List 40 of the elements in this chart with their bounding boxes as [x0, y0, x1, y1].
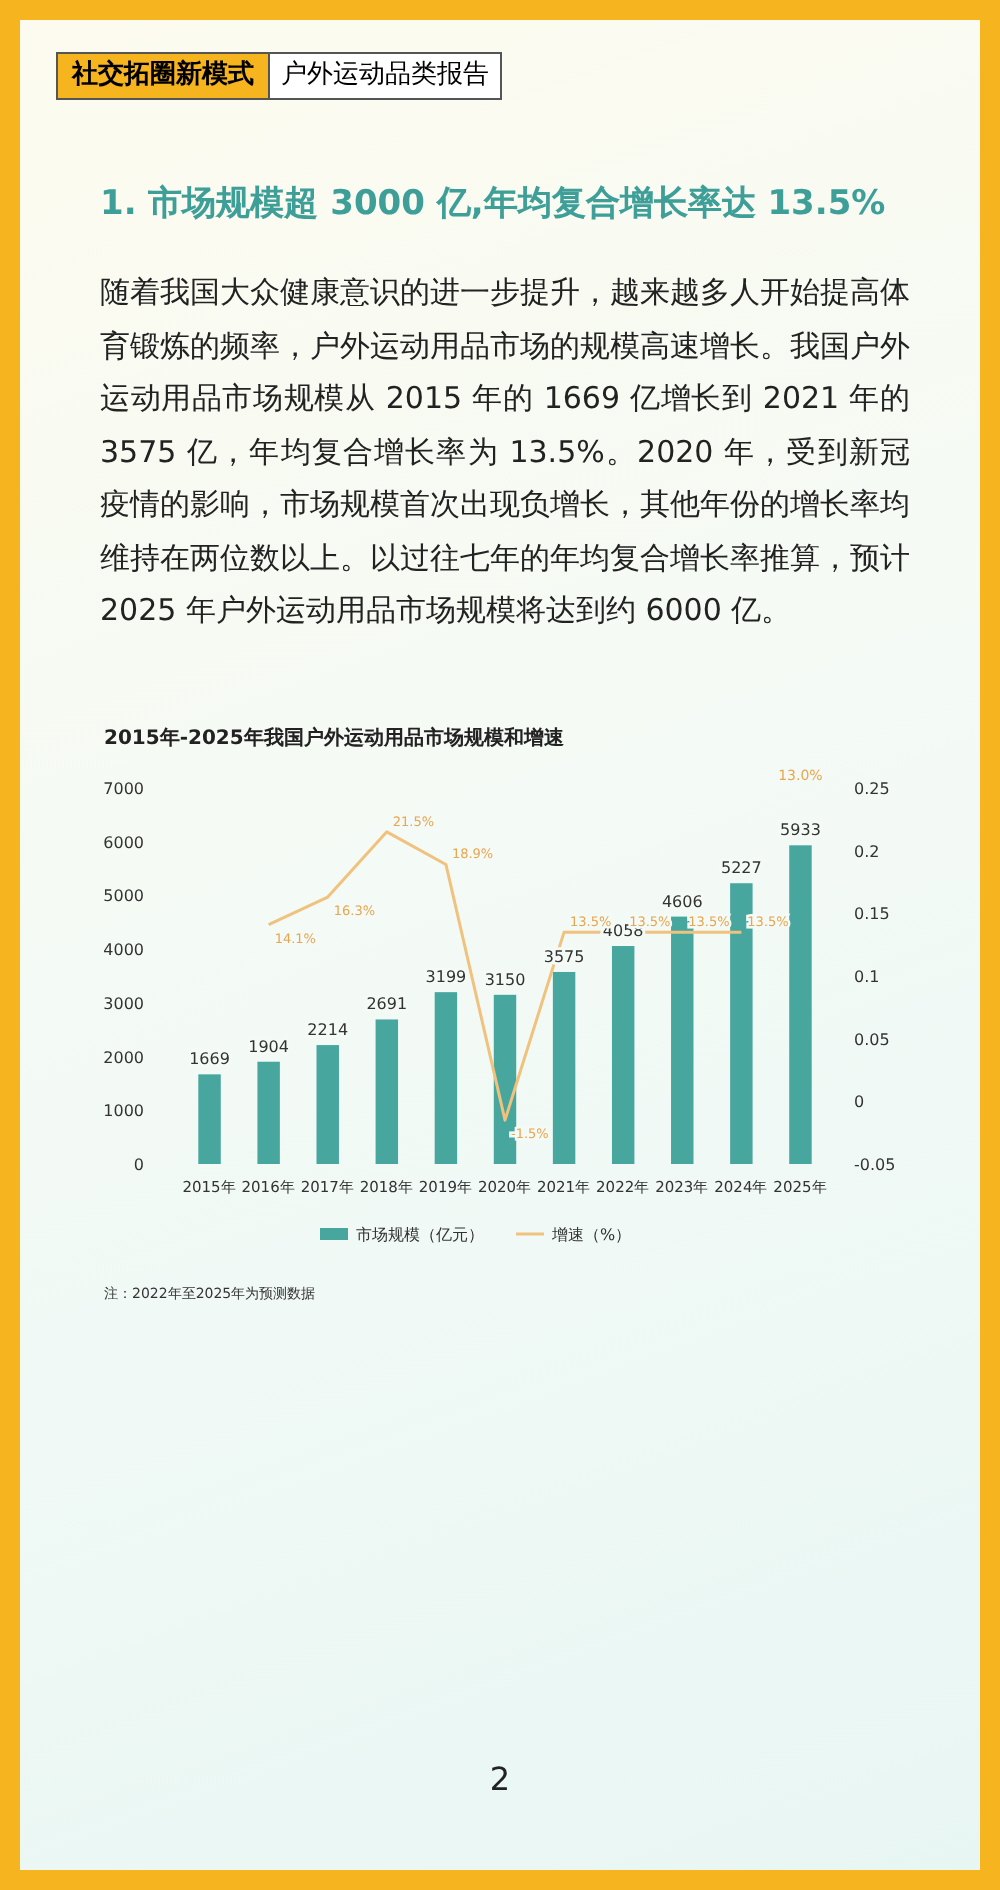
bar	[198, 1074, 221, 1164]
y2-tick-label: 0	[854, 1093, 865, 1112]
y-tick-label: 6000	[103, 833, 144, 852]
data-label: 1904	[248, 1037, 289, 1056]
y2-tick-label: 0.1	[854, 968, 880, 986]
text: 随着我国大众健康意识的进一步提升，越来越多人开始提高体育锻炼的频率，户外运动用品市场的规模高速增长。我国户外运动用品市场规模从 2015 年的 1669 亿增长到 2021 年的 3575 亿，年均复合增长率为 13.5%。2020 年，受到新冠疫情的影响，市场规模首次出现负增长，其他年份的增长率均维持在两位数以上。以过往七年的年均复合增长率推算，预计 2025 年户外运动用品市场规模将达到约 6000 亿。	[100, 272, 910, 632]
text: 社交拓圈新模式	[56, 52, 270, 100]
bar	[257, 1061, 280, 1164]
y2-tick-label: -0.05	[854, 1156, 896, 1174]
y-tick-label: 5000	[103, 887, 144, 906]
y2-tick-label: 0.25	[854, 780, 890, 798]
y-tick-label: 3000	[103, 994, 144, 1013]
data-label: 2691	[366, 995, 408, 1014]
bar	[611, 946, 635, 1164]
y-tick-label: 4000	[103, 941, 144, 960]
text: 2	[487, 1760, 513, 1798]
bar	[552, 971, 576, 1164]
legend-label: 增速（%）	[550, 1226, 632, 1244]
data-label: 5933	[780, 821, 821, 840]
y-tick-label: 2000	[103, 1048, 144, 1067]
text: 户外运动品类报告	[268, 52, 502, 100]
y-tick-label: 1000	[103, 1102, 144, 1121]
data-label: 4606	[661, 892, 703, 911]
data-label: 1669	[189, 1050, 230, 1069]
bar	[316, 1045, 339, 1164]
bar	[375, 1019, 399, 1164]
y-tick-label: 7000	[103, 780, 144, 798]
data-label: 2214	[307, 1021, 349, 1040]
y-tick-label: 0	[133, 1156, 144, 1174]
y2-tick-label: 0.15	[854, 905, 890, 924]
y2-tick-label: 0.05	[854, 1030, 890, 1049]
y2-tick-label: 0.2	[854, 842, 880, 861]
data-label: 5227	[721, 859, 762, 878]
bar	[434, 992, 458, 1164]
legend-label: 市场规模（亿元）	[356, 1226, 484, 1244]
data-label: 3199	[425, 968, 467, 987]
text: 1. 市场规模超 3000 亿,年均复合增长率达 13.5%	[100, 182, 888, 226]
bar	[789, 845, 812, 1164]
data-label: 3150	[484, 970, 526, 989]
chart-title: 2015年-2025年我国户外运动用品市场规模和增速	[104, 724, 564, 752]
